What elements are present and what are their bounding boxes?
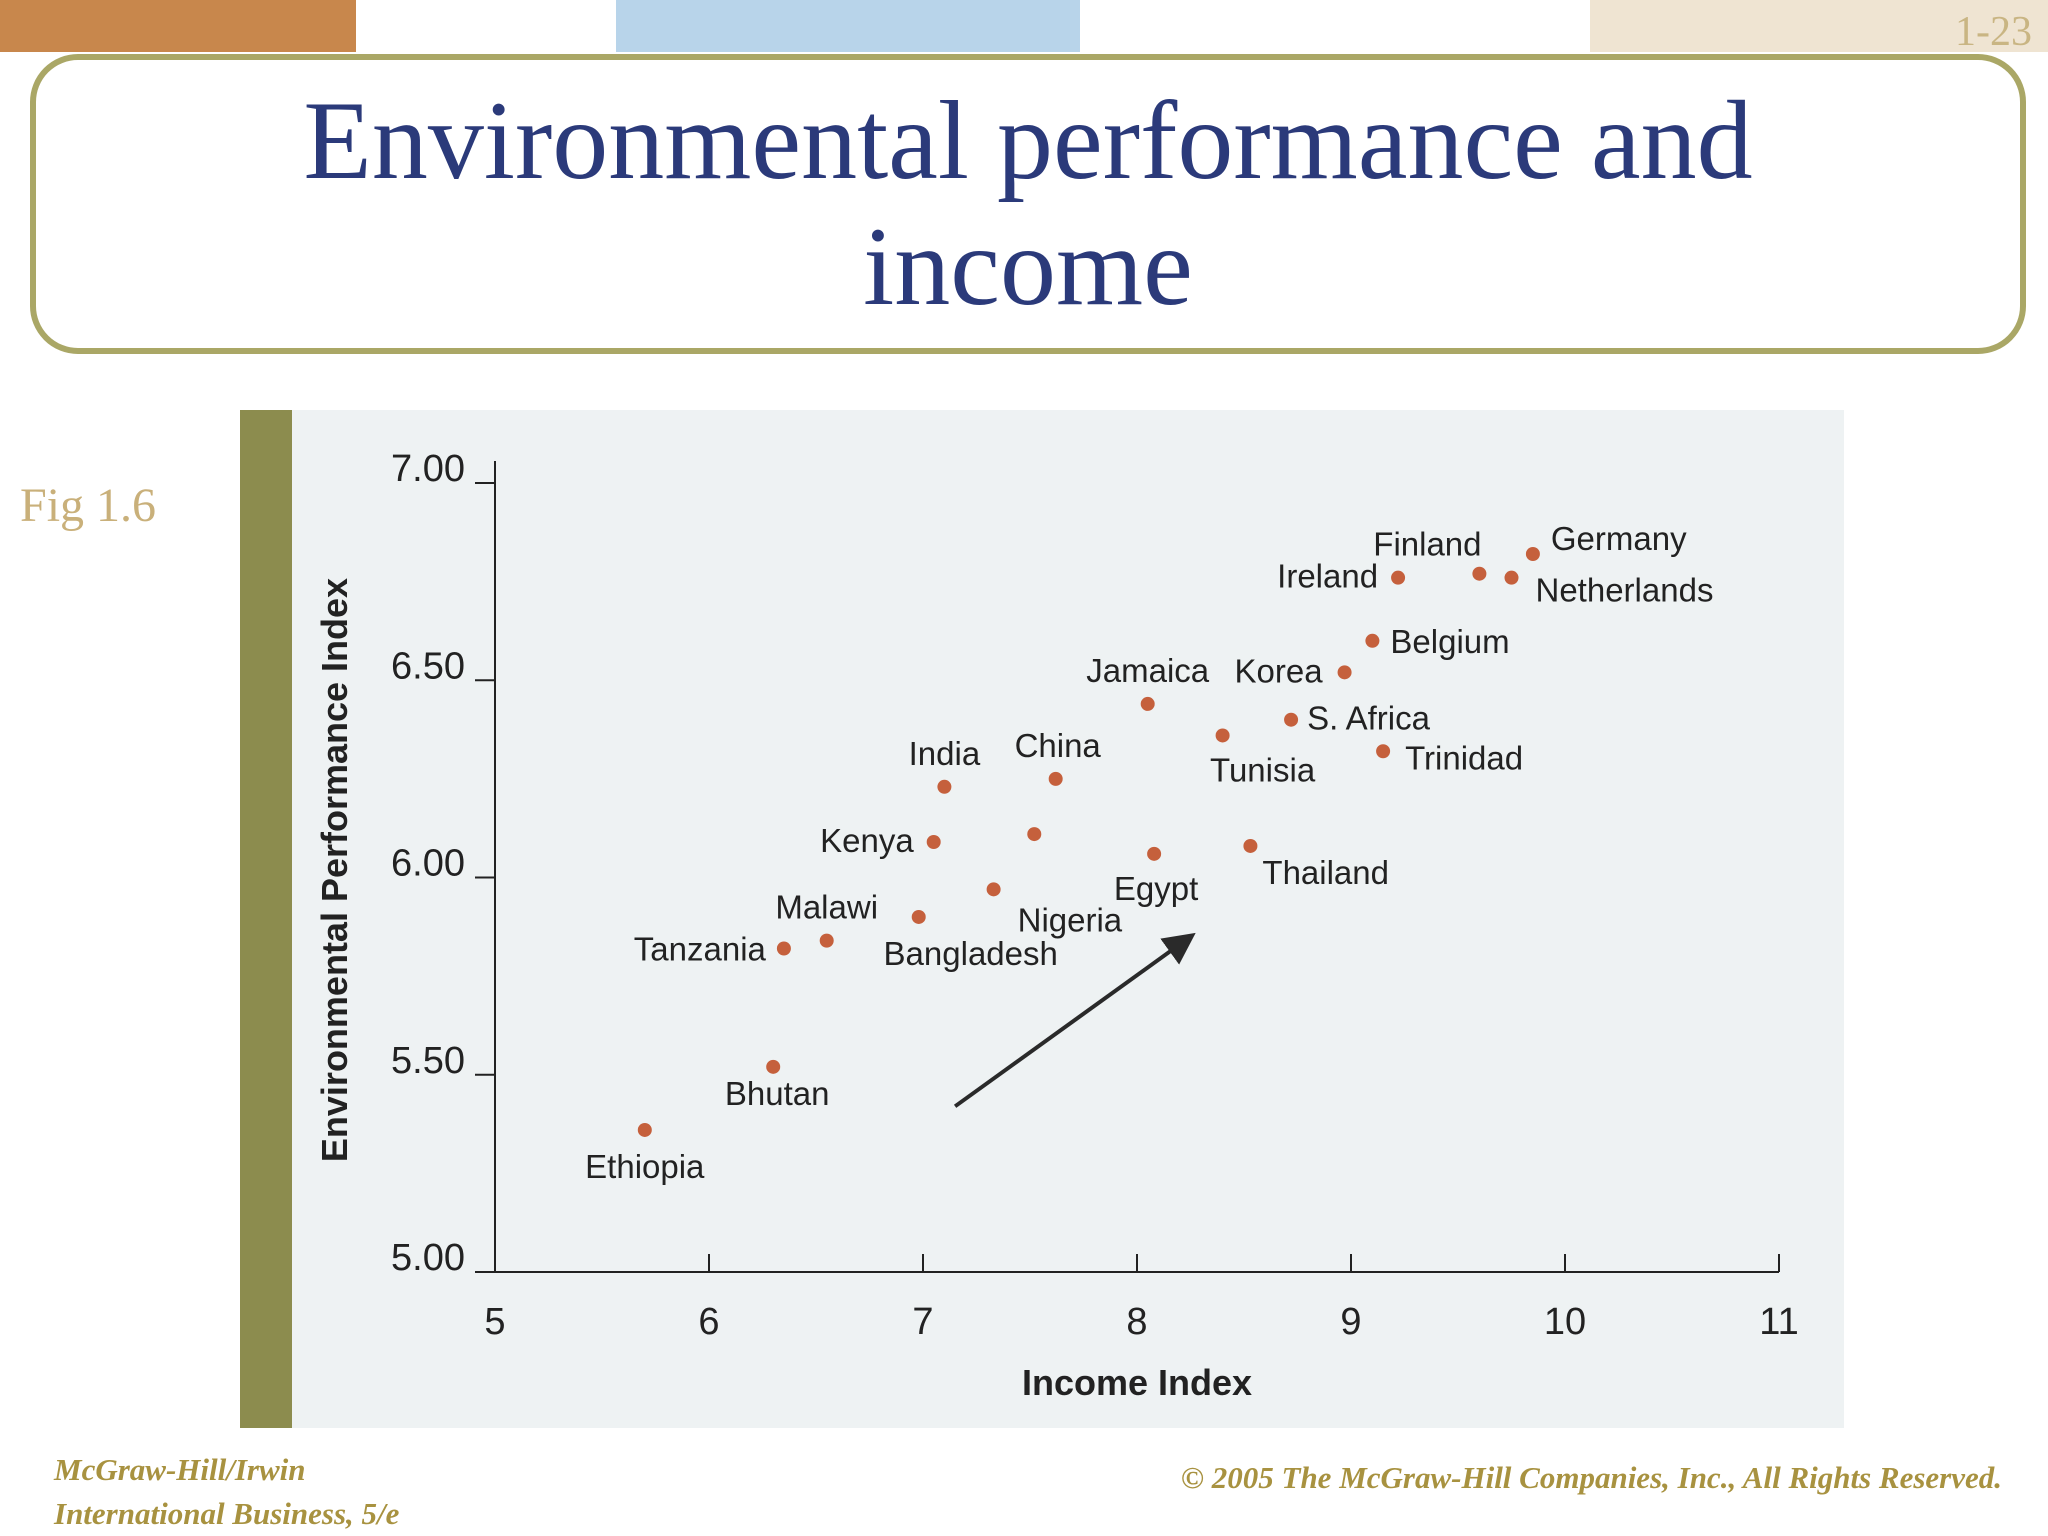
point-label: Bhutan (725, 1075, 830, 1112)
data-point (776, 941, 791, 956)
point-label: Tunisia (1210, 751, 1316, 788)
data-point (1027, 827, 1042, 842)
top-bar-segment (356, 0, 616, 52)
point-label: Thailand (1262, 854, 1389, 891)
data-point (986, 882, 1001, 897)
point-label: Nigeria (1018, 901, 1123, 938)
top-bar-segment (0, 0, 356, 52)
point-label: Malawi (775, 889, 878, 926)
top-bar-segment (616, 0, 1080, 52)
data-point (937, 779, 952, 794)
data-point (1215, 728, 1230, 743)
point-label: Kenya (820, 822, 914, 859)
point-label: China (1015, 727, 1102, 764)
figure-label: Fig 1.6 (20, 479, 157, 532)
y-tick-label: 6.00 (391, 843, 465, 885)
data-point (1391, 570, 1406, 585)
data-point (1376, 744, 1391, 759)
data-point (1048, 771, 1063, 786)
x-axis-title: Income Index (1022, 1362, 1252, 1403)
chart-panel (240, 410, 1844, 1428)
point-label: Bangladesh (884, 935, 1058, 972)
footer-publisher-line1: McGraw-Hill/Irwin (54, 1452, 306, 1487)
data-point (637, 1122, 652, 1137)
footer-publisher: McGraw-Hill/Irwin International Business… (54, 1448, 399, 1536)
point-label: Ethiopia (585, 1148, 705, 1185)
point-label: Finland (1373, 526, 1481, 563)
footer-copyright: © 2005 The McGraw-Hill Companies, Inc., … (1180, 1460, 2002, 1495)
x-tick-label: 6 (698, 1301, 719, 1343)
top-decor-bar (0, 0, 2048, 52)
data-point (1337, 665, 1352, 680)
chart-side-stripe (240, 410, 292, 1428)
data-point (1243, 838, 1258, 853)
x-tick-label: 10 (1544, 1301, 1586, 1343)
y-tick-label: 5.50 (391, 1040, 465, 1082)
point-label: Netherlands (1536, 572, 1714, 609)
footer-publisher-line2: International Business, 5/e (54, 1496, 400, 1531)
top-bar-segment (1080, 0, 1590, 52)
data-point (1365, 633, 1380, 648)
y-tick-label: 7.00 (391, 448, 465, 490)
point-label: Tanzania (634, 931, 767, 968)
data-point (819, 933, 834, 948)
data-point (911, 909, 926, 924)
y-axis-title: Environmental Performance Index (314, 578, 355, 1162)
slide-title: Environmental performance and income (303, 79, 1753, 329)
point-label: Jamaica (1086, 652, 1210, 689)
data-point (1504, 570, 1519, 585)
x-tick-label: 5 (484, 1301, 505, 1343)
x-tick-label: 9 (1340, 1301, 1361, 1343)
point-label: India (909, 735, 981, 772)
point-label: S. Africa (1307, 700, 1431, 737)
point-label: Belgium (1390, 623, 1509, 660)
point-label: Egypt (1114, 870, 1198, 907)
data-point (926, 834, 941, 849)
trend-arrow (953, 932, 1196, 1108)
x-tick-label: 8 (1126, 1301, 1147, 1343)
title-box: Environmental performance and income (30, 54, 2026, 354)
data-point (1140, 696, 1155, 711)
point-label: Korea (1235, 652, 1324, 689)
data-point (766, 1059, 781, 1074)
point-label: Trinidad (1405, 739, 1523, 776)
x-tick-label: 7 (912, 1301, 933, 1343)
y-tick-label: 6.50 (391, 645, 465, 687)
top-bar-segment (1590, 0, 2048, 52)
data-point (1472, 566, 1487, 581)
data-point (1284, 712, 1299, 727)
point-label: Germany (1551, 520, 1687, 557)
data-point (1147, 846, 1162, 861)
x-tick-label: 11 (1759, 1301, 1798, 1343)
data-point (1525, 547, 1540, 562)
y-tick-label: 5.00 (391, 1237, 465, 1279)
slide-number: 1-23 (1955, 9, 2032, 55)
point-label: Ireland (1277, 558, 1378, 595)
